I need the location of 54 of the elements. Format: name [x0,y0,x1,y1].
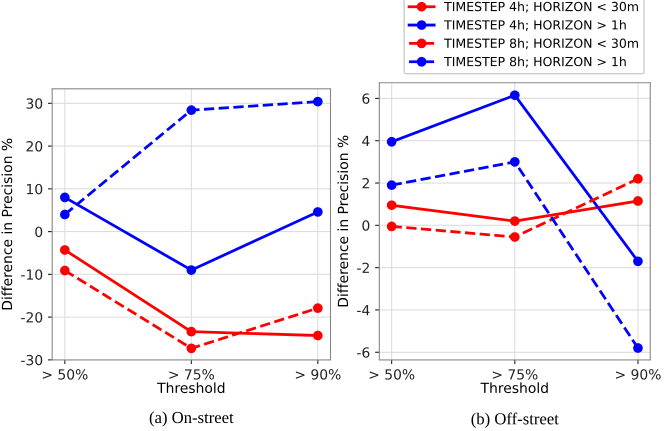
point [633,196,643,206]
legend-label: TIMESTEP 4h; HORIZON < 30m [444,2,638,13]
point [633,256,643,266]
legend-label: TIMESTEP 8h; HORIZON > 1h [444,56,626,68]
text: (a) On-street [150,411,234,427]
y-tick-label: 4 [362,136,370,146]
point [186,343,196,354]
point [312,330,323,340]
y-tick-label: 6 [362,93,370,104]
y-tick-label: -30 [21,354,42,366]
y-tick-label: 10 [27,184,42,194]
y-axis-title: Difference in Precision % [337,136,348,306]
x-tick-label: > 90% [616,369,661,380]
point [60,266,70,276]
point [633,174,643,184]
x-tick-label: > 75% [492,369,538,380]
x-tick-label: > 75% [169,369,214,380]
point [186,265,196,275]
point [510,216,520,226]
x-tick-label: > 50% [370,369,414,380]
y-tick-label: -6 [357,347,370,358]
point [510,90,520,100]
y-tick-label: 20 [26,141,42,152]
point [386,200,396,210]
legend-label: TIMESTEP 4h; HORIZON > 1h [444,20,626,31]
y-tick-label: 0 [362,220,370,231]
point [60,210,70,220]
point [312,207,323,217]
point [510,157,520,167]
text: (b) Off-street [471,412,559,428]
y-tick-label: -4 [357,305,370,316]
point [60,192,70,202]
point [386,136,396,147]
point [186,105,196,116]
legend-label: TIMESTEP 8h; HORIZON < 30m [444,38,638,50]
point [312,303,323,314]
x-tick-label: > 50% [42,369,88,380]
point [386,180,396,190]
point [186,326,196,337]
point [60,245,70,255]
y-tick-label: -10 [21,269,42,280]
y-tick-label: -20 [21,312,42,323]
y-tick-label: 0 [35,226,42,238]
y-axis-title: Difference in Precision % [1,138,12,310]
point [510,232,520,242]
x-tick-label: > 90% [296,369,341,380]
point [312,96,323,106]
y-tick-label: 30 [26,98,42,109]
y-tick-label: -2 [357,262,369,273]
point [386,222,396,232]
x-axis-title: Threshold [157,382,224,394]
y-tick-label: 2 [362,178,369,188]
point [633,343,643,353]
x-axis-title: Threshold [480,382,548,394]
